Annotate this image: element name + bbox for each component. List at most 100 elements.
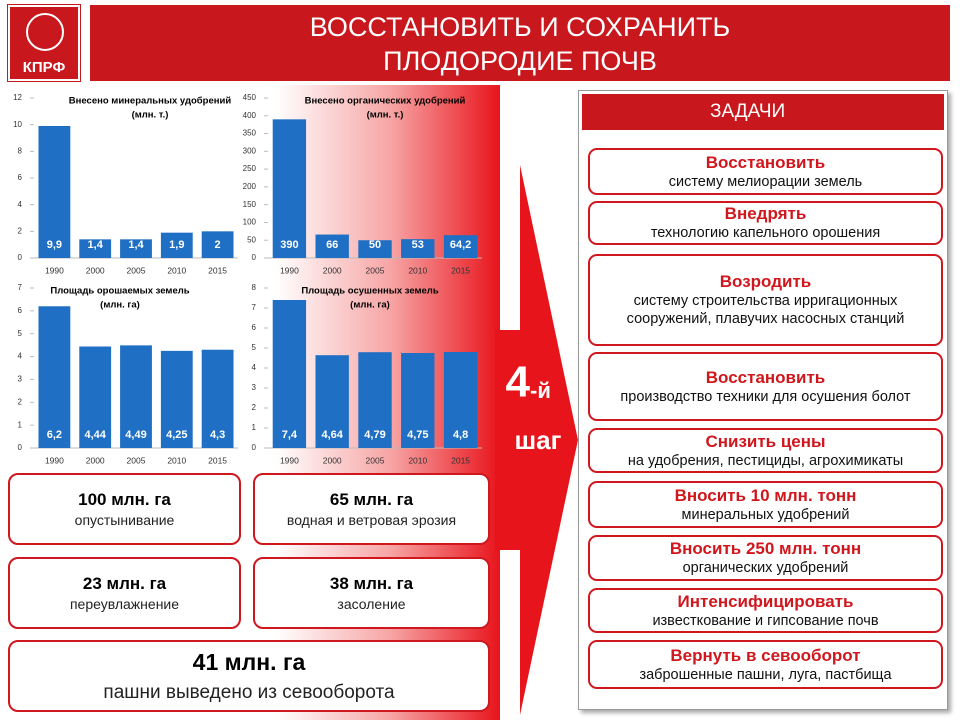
y-tick-label: 6 (18, 173, 23, 182)
value-label: 66 (326, 239, 338, 251)
y-tick-label: 300 (243, 146, 257, 155)
title-line: ПЛОДОРОДИЕ ПОЧВ (383, 46, 657, 76)
task-box: Вносить 10 млн. тонн минеральных удобрени… (588, 481, 943, 528)
value-label: 7,4 (282, 429, 298, 441)
value-label: 1,4 (88, 239, 104, 251)
x-tick-label: 2000 (86, 265, 105, 275)
x-tick-label: 2010 (167, 455, 186, 465)
value-label: 4,75 (407, 429, 428, 441)
title-bar: ВОССТАНОВИТЬ И СОХРАНИТЬ ПЛОДОРОДИЕ ПОЧВ (90, 5, 950, 81)
bar (160, 350, 193, 448)
value-label: 4,49 (125, 429, 146, 441)
chart-subtitle: (млн. т.) (132, 110, 169, 121)
task-text: заброшенные пашни, луга, пастбища (639, 666, 892, 683)
task-box: Восстановить производство техники для осу… (588, 352, 943, 421)
task-box: Вносить 250 млн. тонн органических удобре… (588, 535, 943, 581)
y-tick-label: 7 (18, 283, 23, 292)
x-tick-label: 2005 (127, 265, 146, 275)
x-tick-label: 2010 (408, 455, 427, 465)
bar (315, 234, 349, 258)
stat-amount: 65 млн. га (329, 490, 414, 509)
chart-subtitle: (млн. т.) (367, 110, 404, 121)
y-tick-label: 450 (243, 93, 257, 102)
bar (358, 240, 392, 258)
task-text: технологию капельного орошения (650, 225, 881, 241)
value-label: 2 (215, 239, 221, 251)
x-tick-label: 2015 (451, 455, 470, 465)
bar (272, 119, 307, 258)
chart-subtitle: (млн. га) (350, 300, 390, 311)
stat-amount: 100 млн. га (78, 490, 171, 509)
y-tick-label: 2 (18, 397, 23, 406)
task-verb: Вернуть в севооборот (670, 645, 861, 665)
x-tick-label: 2015 (208, 455, 227, 465)
stat-label: переувлажнение (69, 596, 180, 612)
chart-subtitle: (млн. га) (100, 300, 140, 311)
bar (315, 355, 349, 448)
y-tick-label: 100 (243, 218, 257, 227)
bar (201, 231, 234, 258)
y-tick-label: 250 (243, 164, 257, 173)
task-verb: Вносить 250 млн. тонн (669, 539, 862, 558)
chart-title: Площадь осушенных земель (301, 286, 439, 297)
chart: Внесено органических удобрений (млн. т.) 0… (243, 93, 482, 275)
y-tick-label: 150 (243, 200, 257, 209)
y-tick-label: 3 (18, 375, 23, 384)
stat-box: 41 млн. га пашни выведено из севооборота (8, 640, 490, 712)
bar (201, 349, 234, 448)
task-box: Снизить цены на удобрения, пестициды, агр… (588, 428, 943, 473)
task-text: органических удобрений (682, 560, 849, 576)
task-verb: Восстановить (705, 367, 826, 387)
chart-title: Площадь орошаемых земель (50, 286, 189, 297)
y-tick-label: 3 (252, 383, 257, 392)
y-tick-label: 0 (252, 443, 257, 452)
value-label: 53 (412, 239, 424, 251)
stat-label: опустынивание (74, 512, 175, 528)
step-suffix: -й (530, 378, 551, 403)
x-tick-label: 2000 (323, 455, 342, 465)
y-tick-label: 0 (18, 253, 23, 262)
chart: Внесено минеральных удобрений (млн. т.) 0 2… (13, 93, 238, 275)
value-label: 4,8 (453, 429, 468, 441)
value-label: 4,25 (166, 429, 187, 441)
x-tick-label: 2005 (366, 455, 385, 465)
y-tick-label: 1 (18, 420, 23, 429)
x-tick-label: 2010 (167, 265, 186, 275)
y-tick-label: 6 (18, 306, 23, 315)
bar (79, 239, 112, 258)
chart-title: Внесено минеральных удобрений (69, 96, 232, 107)
task-verb: Восстановить (705, 152, 826, 172)
tasks-header: ЗАДАЧИ (582, 94, 944, 130)
x-tick-label: 2000 (323, 265, 342, 275)
bar (443, 235, 478, 258)
bar (38, 126, 71, 258)
bar (160, 232, 193, 258)
y-tick-label: 7 (252, 303, 257, 312)
bar (38, 306, 71, 448)
bar (79, 346, 112, 448)
chart: Площадь орошаемых земель (млн. га) 0 1 2 3 4 5 6… (18, 283, 238, 465)
stat-amount: 41 млн. га (192, 648, 306, 675)
task-text: минеральных удобрений (681, 506, 850, 523)
stat-box: 38 млн. га засоление (253, 557, 490, 629)
y-tick-label: 200 (243, 182, 257, 191)
y-tick-label: 400 (243, 111, 257, 120)
bar (401, 239, 435, 258)
logo: КПРФ (7, 4, 81, 82)
task-text: на удобрения, пестициды, агрохимикаты (627, 452, 904, 469)
task-box: Возродить систему строительства ирригацио… (588, 254, 943, 346)
value-label: 1,9 (169, 239, 184, 251)
value-label: 6,2 (47, 429, 62, 441)
y-tick-label: 4 (252, 363, 257, 372)
x-tick-label: 1990 (45, 455, 64, 465)
value-label: 50 (369, 239, 381, 251)
y-tick-label: 2 (18, 226, 23, 235)
chart: Площадь осушенных земель (млн. га) 0 1 2 3 4 5 6… (252, 283, 482, 465)
task-text: известкование и гипсование почв (652, 612, 879, 629)
y-tick-label: 0 (18, 443, 23, 452)
y-tick-label: 1 (252, 423, 257, 432)
y-tick-label: 4 (18, 352, 23, 361)
task-text: систему строительства ирригационных соор… (626, 293, 905, 327)
